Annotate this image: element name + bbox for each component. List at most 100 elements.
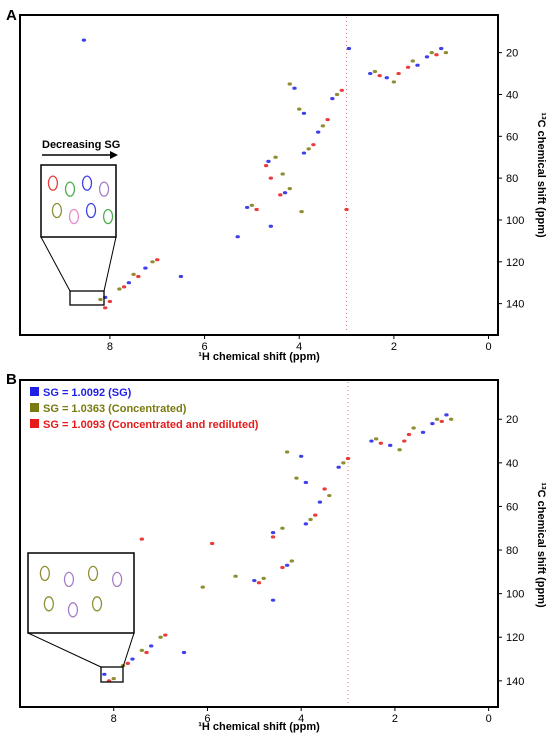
inset-peak-contour [98, 181, 110, 197]
peak-point [420, 430, 426, 434]
y-tick-label: 20 [506, 414, 518, 426]
peak-point [282, 191, 288, 195]
peak-point [406, 432, 412, 437]
panel-b-frame [19, 379, 499, 708]
peak-point [107, 299, 113, 304]
peak-point [344, 207, 349, 212]
peak-point [322, 487, 327, 491]
inset-peak-contour [51, 202, 63, 219]
peak-point [320, 124, 326, 128]
peak-point [369, 439, 374, 443]
panel-a-label: A [6, 7, 17, 24]
peak-point [81, 38, 87, 42]
peak-point [341, 461, 346, 465]
peak-point [178, 274, 184, 279]
x-tick-label: 4 [296, 341, 302, 353]
panel-b-legend: SG = 1.0092 (SG) SG = 1.0363 (Concentrat… [30, 387, 259, 431]
x-tick-label: 2 [391, 341, 397, 353]
peak-point [294, 476, 299, 480]
peak-point [125, 661, 130, 666]
peak-point [402, 439, 407, 443]
x-tick-label: 0 [486, 713, 492, 725]
peak-point [268, 176, 274, 180]
peak-point [303, 480, 309, 485]
y-tick-label: 100 [506, 215, 524, 227]
peak-point [270, 531, 276, 535]
peak-point [126, 281, 132, 285]
inset-peak-contour [81, 175, 93, 191]
x-tick-label: 6 [204, 713, 210, 725]
peak-point [102, 672, 107, 676]
peak-point [397, 448, 402, 452]
panel-b-zoom-line-left [27, 632, 102, 668]
panel-b-inset [27, 552, 135, 634]
y-tick-label: 140 [506, 299, 524, 311]
peak-point [439, 419, 444, 424]
inset-peak-contour [67, 602, 79, 618]
panel-a-zoom-box [69, 290, 105, 306]
peak-point [287, 186, 292, 191]
y-tick-label: 60 [506, 501, 518, 513]
panel-a-inset [40, 164, 117, 238]
panel-b-x-axis-title: ¹H chemical shift (ppm) [198, 721, 320, 733]
peak-point [388, 443, 393, 447]
panel-b-zoom-box [100, 666, 124, 683]
peak-point [131, 272, 136, 276]
peak-point [297, 107, 302, 111]
peak-point [266, 159, 271, 164]
peak-point [284, 563, 290, 567]
peak-point [158, 635, 163, 639]
peak-point [315, 130, 321, 134]
inset-peak-contour [91, 596, 103, 612]
legend-label-sg: SG = 1.0092 (SG) [43, 387, 132, 399]
peak-point [444, 413, 449, 417]
peak-point [284, 450, 290, 454]
peak-point [368, 71, 373, 76]
peak-point [278, 193, 283, 197]
peak-point [233, 574, 238, 578]
peak-point [163, 633, 168, 637]
peak-point [339, 88, 345, 92]
panel-a-peaks [81, 17, 449, 333]
peak-point [200, 585, 205, 589]
legend-label-rediluted: SG = 1.0093 (Concentrated and rediluted) [43, 419, 259, 431]
peak-point [254, 207, 259, 212]
peak-point [327, 493, 332, 498]
panel-b-label: B [6, 371, 17, 388]
peak-point [303, 522, 309, 526]
y-tick-label: 40 [506, 458, 518, 470]
peak-point [287, 82, 292, 86]
x-tick-label: 8 [111, 713, 117, 725]
peak-point [292, 86, 297, 90]
peak-point [270, 598, 276, 602]
x-tick-label: 4 [298, 713, 304, 725]
panel-a-y-axis-title: ¹³C chemical shift (ppm) [535, 112, 547, 238]
peak-point [155, 258, 160, 262]
peak-point [372, 69, 378, 74]
peak-point [121, 285, 127, 289]
inset-peak-contour [39, 565, 51, 582]
peak-point [150, 260, 155, 264]
peak-point [301, 111, 307, 115]
panel-a-zoom-line-right [103, 236, 117, 292]
peak-point [289, 559, 295, 563]
inset-peak-contour [64, 181, 76, 197]
peak-point [391, 80, 397, 84]
panel-a-x-ticks: 8 6 4 2 0 [107, 335, 492, 353]
peak-point [270, 535, 276, 539]
peak-point [415, 63, 420, 67]
peak-point [261, 576, 266, 580]
peak-point [136, 274, 141, 279]
panel-b-x-ticks: 8 6 4 2 0 [111, 707, 492, 725]
peak-point [299, 210, 304, 214]
peak-point [384, 76, 389, 80]
y-tick-label: 100 [506, 589, 524, 601]
x-tick-label: 6 [202, 341, 208, 353]
panel-a-annotation: Decreasing SG [42, 139, 120, 151]
peak-point [330, 97, 335, 101]
peak-point [143, 266, 148, 270]
inset-peak-contour [111, 571, 123, 588]
legend-swatch-rediluted [30, 419, 39, 428]
peak-point [256, 581, 262, 585]
